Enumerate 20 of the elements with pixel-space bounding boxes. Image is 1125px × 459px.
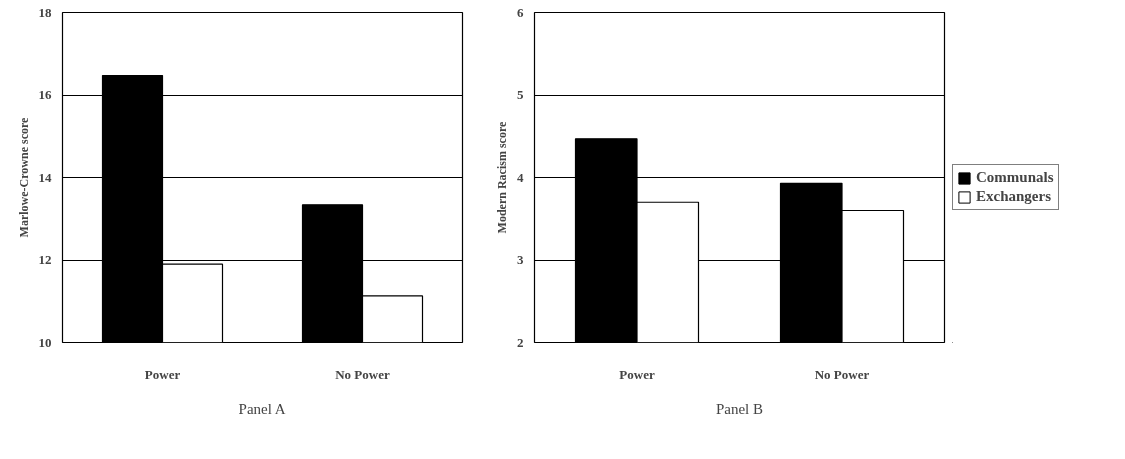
- y-tick-label: 14: [38, 169, 52, 185]
- x-tick-label: Power: [144, 366, 181, 382]
- text: Panel A: [238, 400, 286, 417]
- x-tick-label: No Power: [814, 366, 870, 382]
- legend-label: Communals: [976, 169, 1054, 186]
- y-tick-label: 10: [38, 334, 52, 350]
- y-tick-label: 3: [517, 252, 524, 267]
- y-tick-label: 5: [517, 87, 524, 102]
- y-tick-label: 2: [517, 334, 524, 350]
- y-tick-label: 6: [517, 4, 524, 20]
- y-tick-label: 4: [517, 169, 524, 185]
- y-tick-label: 12: [38, 252, 52, 267]
- y-axis-title: Marlowe-Crowne score: [16, 116, 31, 238]
- y-tick-label: 16: [38, 87, 52, 102]
- text: Panel B: [715, 400, 764, 417]
- y-axis-title: Modern Racism score: [495, 120, 509, 234]
- y-tick-label: 18: [38, 4, 52, 20]
- x-tick-label: Power: [619, 366, 655, 382]
- legend-label: Exchangers: [976, 188, 1051, 205]
- x-tick-label: No Power: [335, 366, 390, 382]
